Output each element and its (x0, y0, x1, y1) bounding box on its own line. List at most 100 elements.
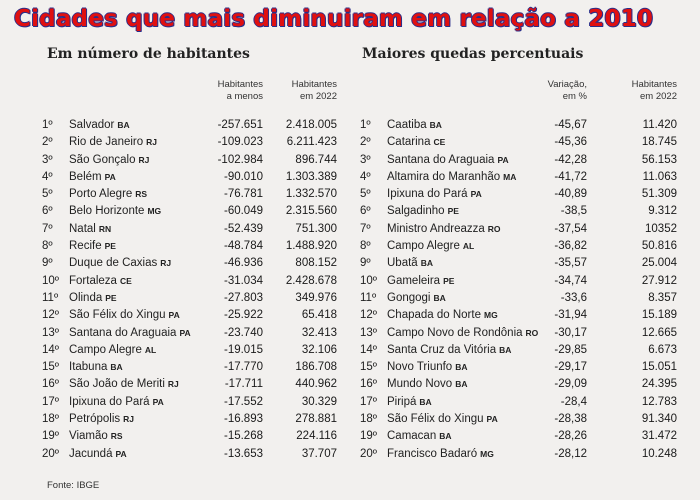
state-code: BA (455, 379, 468, 390)
table-row: 20º Jacundá PA -13.653 37.707 (42, 446, 342, 463)
population-2022-value: 37.707 (301, 447, 337, 460)
population-2022-value: 2.428.678 (285, 274, 337, 287)
change-value: -36,82 (554, 240, 587, 253)
population-2022-value: 224.116 (296, 430, 337, 443)
city-name: São Gonçalo (69, 153, 136, 166)
change-value: -19.015 (223, 343, 263, 356)
table-row: 4º Belém PA -90.010 1.303.389 (42, 169, 342, 186)
state-code: RJ (167, 379, 179, 390)
population-2022-value: 10352 (645, 222, 677, 235)
city-cell: Ipixuna do Pará PA (387, 186, 482, 203)
table-row: 12º São Félix do Xingu PA -25.922 65.418 (42, 307, 342, 324)
city-cell: Ipixuna do Pará PA (69, 394, 164, 411)
population-2022-value: 65.418 (301, 309, 337, 322)
change-value: -16.893 (223, 413, 263, 426)
table-row: 15º Novo Triunfo BA -29,17 15.051 (360, 359, 688, 376)
rank-label: 1º (42, 119, 53, 131)
right-col2-header-line2: em 2022 (640, 91, 677, 102)
left-col2-header: Habitantes em 2022 (278, 79, 337, 103)
population-2022-value: 808.152 (295, 257, 337, 270)
city-name: Piripá (387, 395, 417, 408)
population-2022-value: 1.303.389 (285, 170, 337, 183)
rank-label: 15º (360, 361, 377, 374)
change-value: -27.803 (223, 291, 263, 304)
rank-label: 2º (42, 136, 53, 149)
population-2022-value: 11.420 (642, 119, 677, 131)
city-cell: Santana do Araguaia PA (387, 152, 509, 169)
city-cell: Campo Novo de Rondônia RO (387, 325, 538, 342)
state-code: RJ (138, 154, 150, 165)
state-code: PA (115, 448, 127, 459)
left-col1-header-line2: a menos (226, 91, 263, 102)
change-value: -33,6 (560, 291, 587, 304)
city-cell: Ubatã BA (387, 255, 433, 272)
city-cell: Novo Triunfo BA (387, 359, 467, 376)
population-2022-value: 50.816 (641, 240, 677, 253)
table-row: 14º Campo Alegre AL -19.015 32.106 (42, 342, 342, 359)
state-code: RJ (160, 258, 172, 269)
table-row: 7º Ministro Andreazza RO -37,54 10352 (360, 221, 688, 238)
rank-label: 13º (42, 326, 59, 339)
population-2022-value: 27.912 (641, 274, 677, 287)
state-code: RS (135, 189, 148, 200)
change-value: -257.651 (217, 119, 263, 131)
left-table: 1º Salvador BA -257.651 2.418.005 2º Rio de Ja… (42, 117, 342, 463)
state-code: MG (483, 310, 498, 321)
left-col1-header-line1: Habitantes (217, 79, 263, 90)
change-value: -28,26 (554, 430, 587, 443)
city-name: Ipixuna do Pará (387, 188, 468, 201)
city-name: Belém (69, 170, 102, 183)
city-name: Ministro Andreazza (387, 222, 485, 235)
city-cell: Petrópolis RJ (69, 411, 134, 428)
right-section-title: Maiores quedas percentuais (362, 46, 584, 62)
rank-label: 9º (360, 257, 371, 270)
table-row: 19º Viamão RS -15.268 224.116 (42, 428, 342, 445)
state-code: RJ (146, 137, 158, 148)
change-value: -17.552 (223, 395, 263, 408)
rank-label: 19º (360, 430, 377, 443)
rank-label: 15º (42, 361, 59, 374)
change-value: -17.770 (223, 361, 263, 374)
table-row: 11º Olinda PE -27.803 349.976 (42, 290, 342, 307)
population-2022-value: 56.153 (641, 153, 677, 166)
city-cell: Rio de Janeiro RJ (69, 134, 157, 151)
change-value: -28,4 (560, 395, 587, 408)
population-2022-value: 32.413 (301, 326, 337, 339)
city-name: Recife (69, 240, 102, 253)
city-name: Ubatã (387, 257, 418, 270)
change-value: -60.049 (223, 205, 263, 218)
change-value: -52.439 (223, 222, 263, 235)
table-row: 16º Mundo Novo BA -29,09 24.395 (360, 376, 688, 393)
state-code: PA (470, 189, 482, 200)
table-row: 13º Campo Novo de Rondônia RO -30,17 12.665 (360, 325, 688, 342)
city-name: Salgadinho (387, 205, 445, 218)
change-value: -40,89 (554, 188, 587, 201)
change-value: -17.711 (224, 378, 263, 391)
headline: Cidades que mais diminuiram em relação a… (14, 6, 654, 32)
right-col2-header: Habitantes em 2022 (616, 79, 677, 103)
rank-label: 4º (360, 170, 371, 183)
table-row: 17º Ipixuna do Pará PA -17.552 30.329 (42, 394, 342, 411)
change-value: -102.984 (217, 153, 263, 166)
table-row: 5º Ipixuna do Pará PA -40,89 51.309 (360, 186, 688, 203)
rank-label: 14º (360, 343, 377, 356)
rank-label: 4º (42, 170, 53, 183)
state-code: AL (144, 344, 157, 355)
change-value: -48.784 (223, 240, 263, 253)
population-2022-value: 15.051 (641, 361, 677, 374)
city-name: Natal (69, 222, 96, 235)
state-code: PA (104, 171, 116, 182)
city-name: Campo Alegre (387, 240, 460, 253)
city-cell: Salvador BA (69, 117, 130, 134)
state-code: RO (525, 327, 539, 338)
state-code: PA (497, 154, 509, 165)
rank-label: 2º (360, 136, 371, 149)
city-cell: Gongogi BA (387, 290, 446, 307)
state-code: PE (447, 206, 459, 217)
city-name: Santana do Araguaia (387, 153, 495, 166)
city-cell: Piripá BA (387, 394, 432, 411)
city-cell: Camacan BA (387, 428, 452, 445)
city-name: Altamira do Maranhão (387, 170, 501, 183)
population-2022-value: 1.488.920 (285, 240, 337, 253)
state-code: PA (168, 310, 180, 321)
